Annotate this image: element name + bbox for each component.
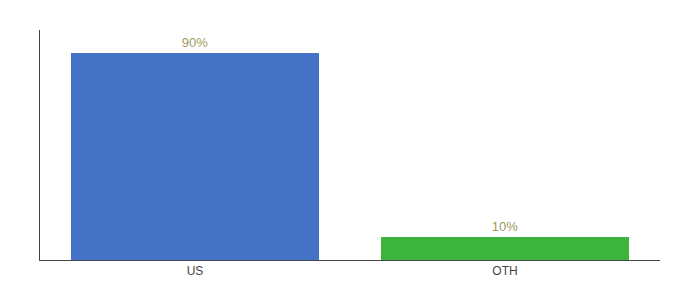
svg-text:90%: 90% — [182, 35, 208, 50]
svg-text:10%: 10% — [492, 219, 518, 234]
svg-text:US: US — [187, 264, 204, 278]
svg-text:OTH: OTH — [492, 264, 517, 278]
